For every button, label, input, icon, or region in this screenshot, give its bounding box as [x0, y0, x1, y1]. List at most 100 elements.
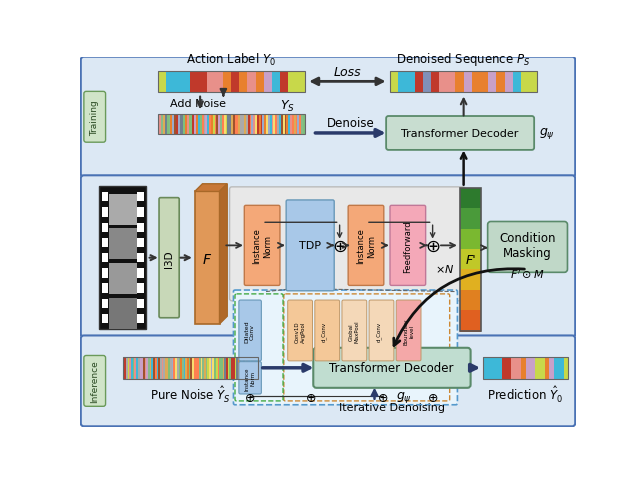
Text: Pure Noise $\hat{Y}_S$: Pure Noise $\hat{Y}_S$: [150, 384, 230, 404]
Bar: [102, 208, 108, 217]
Bar: [460, 250, 481, 271]
Bar: [296, 72, 305, 93]
Bar: [248, 357, 250, 379]
Bar: [220, 357, 221, 379]
Bar: [227, 115, 230, 135]
Bar: [281, 115, 283, 135]
Bar: [460, 188, 481, 331]
Text: Transformer Decoder: Transformer Decoder: [330, 361, 454, 374]
Bar: [226, 115, 228, 135]
Text: F': F': [465, 253, 476, 266]
Bar: [257, 357, 259, 379]
FancyBboxPatch shape: [84, 92, 106, 143]
Bar: [239, 115, 241, 135]
Bar: [248, 72, 256, 93]
Bar: [273, 115, 276, 135]
Bar: [191, 115, 193, 135]
Bar: [431, 72, 440, 93]
Text: Training: Training: [90, 100, 99, 135]
Bar: [198, 115, 200, 135]
Bar: [294, 115, 296, 135]
Text: d_Conv: d_Conv: [321, 321, 333, 341]
Bar: [180, 115, 182, 135]
Text: Dilated
Conv: Dilated Conv: [244, 320, 255, 342]
Bar: [196, 357, 198, 379]
Bar: [211, 115, 213, 135]
Bar: [136, 357, 138, 379]
Bar: [192, 357, 194, 379]
Text: Boundary
level: Boundary level: [403, 318, 414, 344]
FancyBboxPatch shape: [288, 300, 312, 361]
FancyBboxPatch shape: [386, 117, 534, 151]
Bar: [102, 193, 108, 202]
Bar: [182, 72, 191, 93]
Bar: [150, 357, 152, 379]
FancyBboxPatch shape: [234, 290, 458, 405]
Bar: [138, 284, 143, 293]
Text: Instance
Norm: Instance Norm: [356, 228, 376, 264]
FancyBboxPatch shape: [244, 206, 280, 286]
Bar: [283, 115, 285, 135]
Bar: [456, 72, 464, 93]
Bar: [186, 357, 188, 379]
Bar: [102, 239, 108, 248]
Bar: [170, 115, 173, 135]
Bar: [141, 357, 143, 379]
Bar: [184, 357, 186, 379]
Text: Transformer Decoder: Transformer Decoder: [401, 129, 518, 139]
Bar: [109, 229, 136, 260]
Bar: [185, 115, 188, 135]
FancyBboxPatch shape: [286, 201, 334, 291]
Bar: [131, 357, 133, 379]
Bar: [242, 115, 244, 135]
FancyBboxPatch shape: [369, 300, 394, 361]
FancyBboxPatch shape: [81, 336, 575, 426]
Bar: [264, 72, 273, 93]
Bar: [234, 357, 237, 379]
Bar: [223, 72, 232, 93]
Bar: [200, 357, 203, 379]
Bar: [178, 115, 180, 135]
Bar: [447, 72, 456, 93]
Text: Conv1D
AvgPool: Conv1D AvgPool: [294, 320, 305, 342]
Bar: [196, 115, 198, 135]
Bar: [145, 357, 147, 379]
Bar: [218, 115, 220, 135]
Bar: [109, 264, 136, 294]
Bar: [220, 115, 222, 135]
Bar: [214, 357, 216, 379]
Bar: [229, 115, 232, 135]
Text: Inference: Inference: [90, 360, 99, 402]
Bar: [163, 357, 165, 379]
Bar: [244, 115, 246, 135]
Bar: [207, 115, 209, 135]
Bar: [255, 357, 257, 379]
Bar: [209, 115, 211, 135]
Bar: [239, 357, 242, 379]
Bar: [241, 115, 243, 135]
Bar: [102, 314, 108, 324]
Bar: [260, 115, 263, 135]
Bar: [390, 72, 399, 93]
Bar: [280, 72, 289, 93]
Bar: [252, 115, 253, 135]
Bar: [174, 115, 176, 135]
Bar: [262, 115, 265, 135]
Bar: [177, 357, 179, 379]
Text: Action Label $Y_0$: Action Label $Y_0$: [186, 51, 276, 68]
Bar: [488, 72, 497, 93]
Bar: [231, 115, 234, 135]
Bar: [275, 115, 278, 135]
Bar: [202, 115, 204, 135]
FancyBboxPatch shape: [159, 198, 179, 318]
Bar: [209, 357, 211, 379]
Text: Instance
Norm: Instance Norm: [244, 366, 255, 390]
Bar: [460, 229, 481, 250]
Bar: [279, 115, 281, 135]
Bar: [134, 357, 136, 379]
Bar: [521, 72, 529, 93]
Bar: [529, 72, 538, 93]
Bar: [511, 357, 516, 379]
Bar: [531, 357, 536, 379]
Bar: [277, 115, 280, 135]
